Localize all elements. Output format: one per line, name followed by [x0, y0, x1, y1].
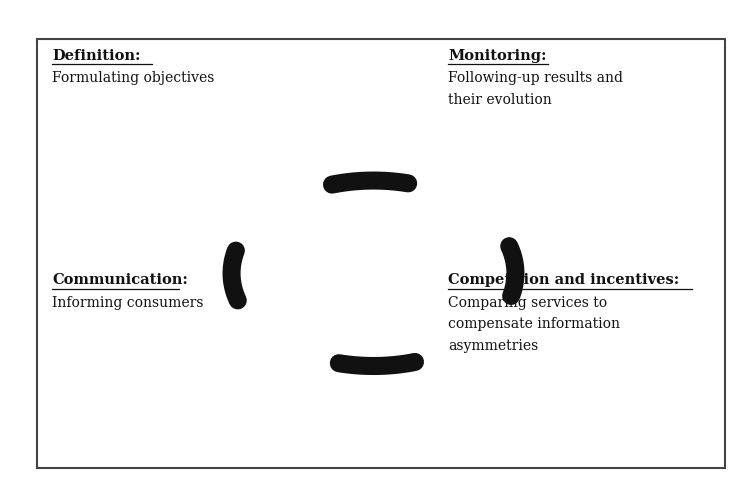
Text: Definition:: Definition:: [52, 49, 140, 63]
Bar: [37, 39, 725, 468]
Text: compensate information: compensate information: [448, 317, 620, 331]
Text: Competition and incentives:: Competition and incentives:: [448, 273, 680, 287]
Text: Monitoring:: Monitoring:: [448, 49, 547, 63]
Text: their evolution: their evolution: [448, 93, 552, 107]
Text: Comparing services to: Comparing services to: [448, 296, 607, 310]
Text: Communication:: Communication:: [52, 273, 188, 287]
Text: asymmetries: asymmetries: [448, 339, 539, 353]
Text: Formulating objectives: Formulating objectives: [52, 71, 214, 85]
Text: Following-up results and: Following-up results and: [448, 71, 623, 85]
Text: Informing consumers: Informing consumers: [52, 296, 204, 310]
